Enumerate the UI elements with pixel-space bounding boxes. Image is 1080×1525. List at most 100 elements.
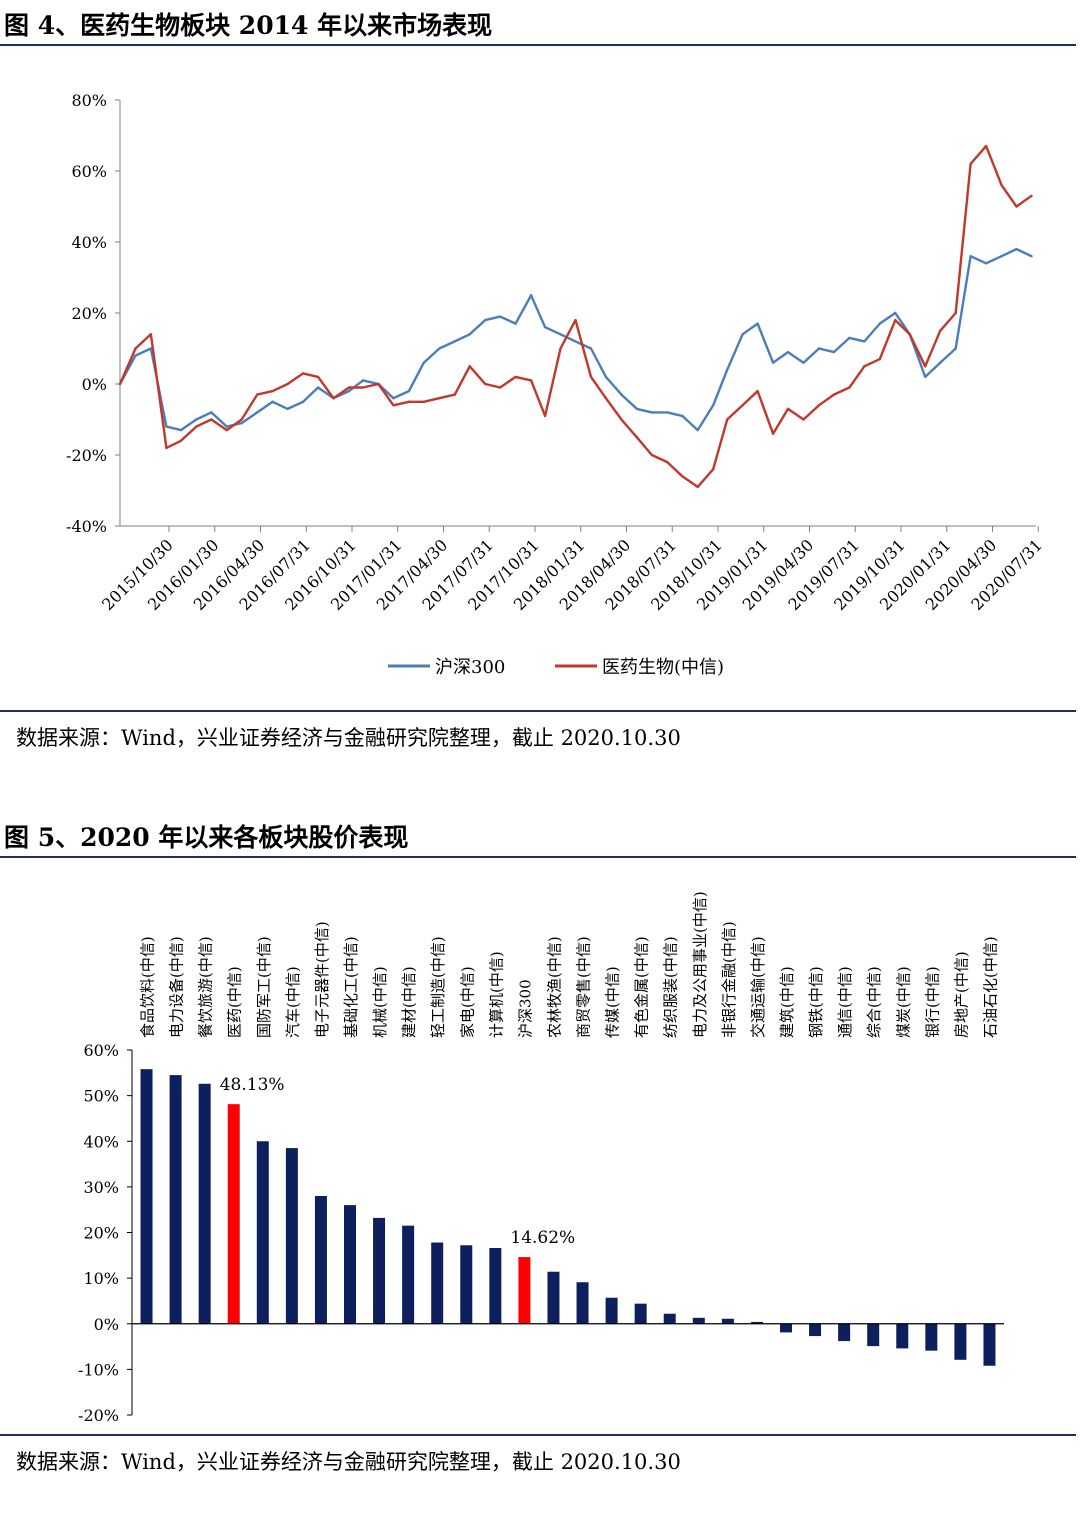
category-label: 餐饮旅游(中信) [197, 936, 215, 1038]
bar [954, 1323, 967, 1360]
y-tick-label: 40% [83, 1132, 119, 1151]
category-label: 电力设备(中信) [168, 936, 186, 1038]
y-tick-label: 30% [83, 1178, 119, 1197]
data-point [316, 375, 320, 379]
category-label: 综合(中信) [865, 966, 883, 1038]
data-point [666, 460, 669, 464]
data-point [725, 418, 729, 421]
data-point [924, 365, 927, 368]
data-point [1000, 184, 1003, 187]
data-point [1030, 194, 1033, 198]
data-point [422, 361, 426, 364]
data-point [620, 418, 623, 421]
bar [285, 1148, 298, 1324]
data-point [894, 311, 897, 315]
figure5-top-rule [0, 856, 1076, 858]
data-point [149, 347, 153, 350]
data-point [514, 322, 517, 325]
bar [402, 1225, 415, 1324]
data-point [939, 329, 942, 332]
data-point [165, 425, 168, 428]
data-point [848, 336, 851, 340]
data-point [604, 375, 608, 379]
data-point [832, 350, 836, 354]
data-point [271, 400, 274, 403]
data-point [589, 375, 593, 379]
data-point [681, 475, 684, 478]
data-point [620, 393, 623, 396]
data-point [134, 354, 137, 357]
data-point [878, 357, 882, 361]
bar [605, 1297, 618, 1324]
figure5-source: 数据来源：Wind，兴业证券经济与金融研究院整理，截止 2020.10.30 [16, 1450, 681, 1474]
data-point [422, 400, 426, 403]
category-label: 农林牧渔(中信) [545, 936, 563, 1038]
bar [256, 1141, 269, 1324]
data-point [681, 414, 684, 418]
data-point [484, 382, 487, 386]
y-tick-label: 40% [71, 233, 107, 252]
bar [576, 1282, 589, 1324]
data-point [438, 347, 441, 350]
data-point [240, 421, 243, 425]
bar [460, 1245, 473, 1324]
figure4-title: 图 4、医药生物板块 2014 年以来市场表现 [4, 11, 493, 40]
data-point [878, 322, 882, 325]
y-tick-label: -20% [66, 446, 107, 465]
data-point [863, 340, 866, 343]
data-point [286, 382, 289, 386]
data-point [712, 468, 715, 471]
series-line-hs300 [118, 247, 1033, 432]
data-point [453, 340, 456, 343]
data-point [256, 411, 259, 414]
bar [547, 1271, 560, 1324]
category-label: 家电(中信) [458, 966, 476, 1038]
bar [634, 1303, 647, 1324]
category-label: 石油石化(中信) [981, 936, 999, 1038]
y-tick-label: 0% [94, 1315, 119, 1334]
data-point [574, 318, 577, 322]
data-label: 48.13% [220, 1075, 285, 1095]
bar [140, 1069, 153, 1324]
y-tick-label: -20% [78, 1406, 119, 1425]
y-tick-label: 60% [83, 1041, 119, 1060]
data-point [756, 322, 759, 325]
category-label: 计算机(中信) [487, 951, 505, 1038]
y-tick-label: 20% [83, 1224, 119, 1243]
data-point [361, 386, 365, 389]
data-point [377, 382, 380, 386]
category-label: 钢铁(中信) [807, 966, 825, 1038]
data-point [438, 397, 441, 400]
y-tick-label: 10% [83, 1269, 119, 1288]
data-point [529, 294, 533, 297]
category-label: 食品饮料(中信) [139, 936, 157, 1038]
data-point [210, 418, 213, 421]
data-point [301, 400, 305, 403]
bar [227, 1104, 240, 1324]
data-point [1015, 205, 1018, 208]
y-tick-label: 50% [83, 1087, 119, 1106]
category-label: 交通运输(中信) [749, 936, 767, 1038]
bar [489, 1248, 502, 1324]
data-point [969, 162, 972, 166]
data-point [210, 411, 213, 414]
data-point [149, 333, 153, 336]
category-label: 轻工制造(中信) [429, 936, 447, 1038]
series-line-pharma [118, 144, 1033, 489]
category-label: 非银行金融(中信) [720, 921, 738, 1038]
data-point [392, 404, 395, 407]
bar [314, 1196, 327, 1324]
data-point [134, 347, 137, 350]
data-point [195, 425, 198, 428]
category-label: 电力及公用事业(中信) [691, 891, 709, 1038]
data-point [984, 144, 988, 148]
data-point [635, 436, 639, 439]
y-tick-label: -40% [66, 517, 107, 536]
data-point [179, 428, 183, 432]
data-point [468, 333, 471, 336]
bar-chart: 60% 50% 40% 30% 20% 10% 0% -10% -20% 食品饮料(中信) 电力设备… [78, 891, 1004, 1425]
y-tick-label: 60% [71, 162, 107, 181]
data-point [908, 333, 911, 336]
data-point [407, 389, 411, 393]
data-point [635, 407, 639, 411]
